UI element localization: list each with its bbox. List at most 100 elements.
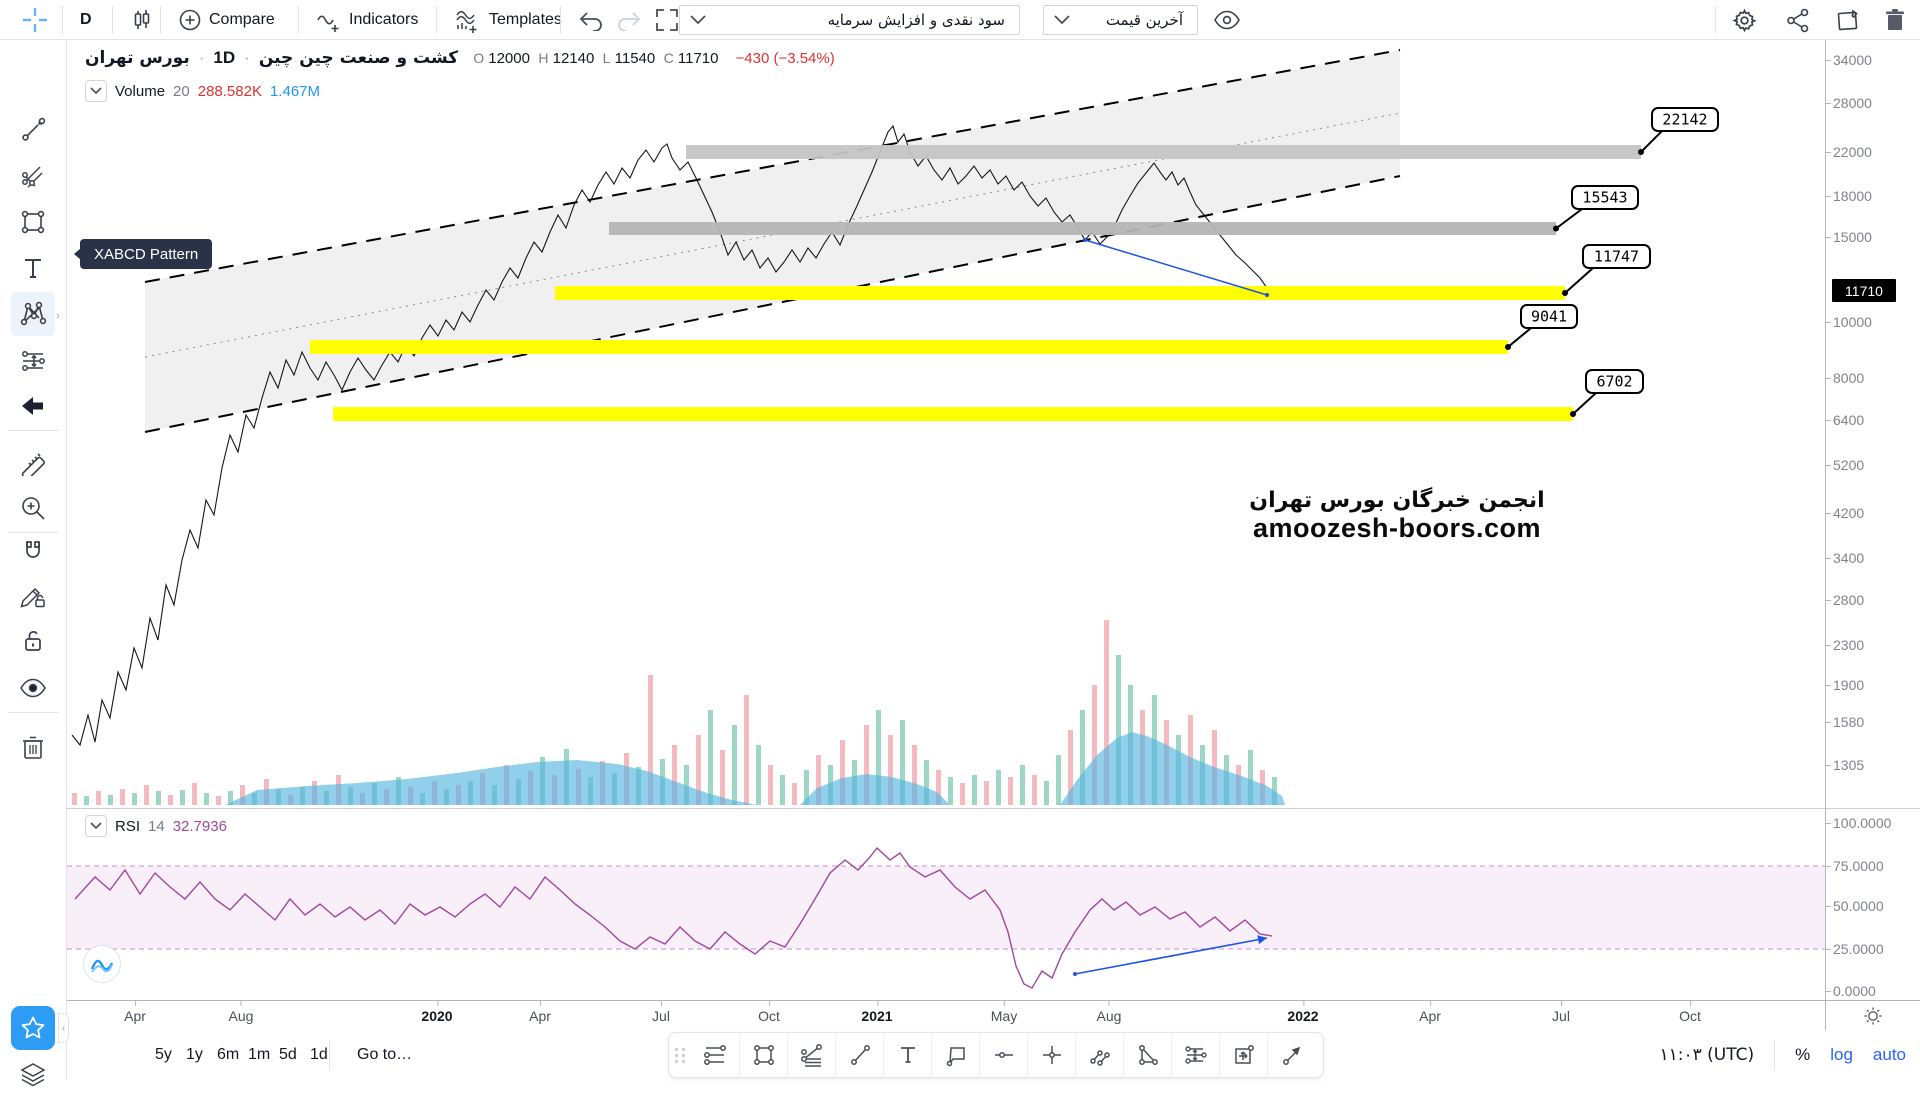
tool-lock-all[interactable] [11, 619, 55, 663]
chart-style-button[interactable] [120, 0, 164, 40]
tool-text[interactable] [883, 1032, 931, 1078]
tool-arrow-marker[interactable] [11, 384, 55, 428]
rsi-axis[interactable]: 100.0000 75.0000 50.0000 25.0000 0.0000 [1825, 808, 1920, 1000]
fullscreen-button[interactable] [644, 0, 690, 40]
volume-collapse-button[interactable] [85, 80, 107, 102]
events-dropdown[interactable]: سود نقدی و افزایش سرمایه [679, 5, 1020, 35]
tool-xabcd-pattern[interactable] [11, 292, 55, 336]
tool-measure[interactable] [11, 440, 55, 484]
range-button-6m[interactable]: 6m [217, 1046, 240, 1063]
rsi-axis-label: 0.0000 [1826, 983, 1876, 999]
tool-drawing-mode[interactable] [11, 575, 55, 619]
settings-button[interactable] [1722, 0, 1767, 40]
exchange-name[interactable]: بورس تهران [85, 48, 190, 68]
auto-scale-button[interactable]: auto [1872, 1045, 1906, 1064]
price-pane[interactable]: 22142 15543 11747 9041 6702 بورس تهران · 1D … [67, 40, 1825, 808]
tool-geometric-shapes[interactable] [11, 200, 55, 244]
interval-button[interactable]: D [80, 11, 92, 28]
log-scale-button[interactable]: log [1830, 1045, 1853, 1064]
tool-trend-line[interactable] [11, 108, 55, 152]
tool-triangle-pattern[interactable] [1123, 1032, 1171, 1078]
tool-pitchfan[interactable] [787, 1032, 835, 1078]
interval-label[interactable]: 1D [213, 48, 236, 67]
tool-callout[interactable] [931, 1032, 979, 1078]
templates-button[interactable]: Templates [444, 0, 572, 40]
time-axis-corner[interactable] [1825, 1000, 1920, 1030]
price-axis-label: 3400 [1825, 550, 1865, 566]
tool-cross-line[interactable] [1027, 1032, 1075, 1078]
rsi-arrow-drawing[interactable] [1073, 935, 1268, 976]
percent-scale-button[interactable]: % [1795, 1045, 1811, 1064]
redo-button[interactable] [606, 0, 652, 40]
favorites-button[interactable] [11, 1006, 55, 1050]
level-band-11747[interactable]: 11747 [555, 244, 1651, 300]
tool-date-price-range[interactable] [1219, 1032, 1267, 1078]
tool-horizontal-line[interactable] [979, 1032, 1027, 1078]
compare-button[interactable]: Compare [168, 0, 285, 40]
goto-button[interactable]: Go to… [357, 1046, 413, 1063]
tool-fib-retracement[interactable] [691, 1032, 739, 1078]
tool-arrow[interactable] [1267, 1032, 1315, 1078]
range-button-1y[interactable]: 1y [186, 1046, 203, 1063]
tool-hide-all[interactable] [11, 666, 55, 710]
provider-logo-button[interactable] [83, 945, 121, 983]
tool-price-projection[interactable] [1171, 1032, 1219, 1078]
tool-projection[interactable] [11, 338, 55, 382]
range-button-5y[interactable]: 5y [155, 1046, 172, 1063]
tool-trend-line[interactable] [835, 1032, 883, 1078]
candles-icon [130, 8, 154, 32]
level-band-9041[interactable]: 9041 [310, 304, 1578, 354]
object-tree-button[interactable] [11, 1053, 55, 1097]
tool-parallel-channel[interactable] [1075, 1032, 1123, 1078]
undo-button[interactable] [568, 0, 614, 40]
price-axis[interactable]: 11710 34000 28000 22000 18000 15000 10000 8000… [1825, 40, 1920, 808]
tool-tooltip: XABCD Pattern [73, 239, 213, 269]
volume-label[interactable]: Volume [115, 82, 166, 100]
rsi-label[interactable]: RSI [115, 817, 141, 835]
timezone-button[interactable]: ۱۱:۰۳ (UTC) [1659, 1045, 1755, 1065]
volume-ma-area [800, 774, 950, 805]
level-band-15543[interactable]: 15543 [609, 185, 1639, 235]
last-price-dropdown-value: آخرین قیمت [1105, 11, 1183, 29]
tool-gann-fibonacci[interactable] [11, 154, 55, 198]
toolbar-drag-handle[interactable] [669, 1032, 691, 1078]
symbol-name[interactable]: کشت و صنعت چین چین [258, 48, 459, 68]
price-axis-label: 1580 [1825, 714, 1865, 730]
price-axis-label: 4200 [1825, 505, 1865, 521]
svg-text:15543: 15543 [1582, 189, 1627, 207]
tool-text[interactable] [11, 246, 55, 290]
level-band-22142[interactable]: 22142 [686, 107, 1719, 159]
collapse-sidebar-handle[interactable]: ‹ [58, 1013, 69, 1043]
publish-idea-button[interactable] [1826, 0, 1872, 40]
tool-rectangle[interactable] [739, 1032, 787, 1078]
tool-zoom-in[interactable] [11, 486, 55, 530]
price-axis-label: 10000 [1826, 314, 1872, 330]
share-button[interactable] [1776, 0, 1820, 40]
price-chart-svg: 22142 15543 11747 9041 6702 [71, 49, 1719, 805]
tool-magnet[interactable] [11, 530, 55, 574]
time-axis-label: 2020 [421, 1001, 453, 1024]
channel-top-line[interactable] [144, 49, 1401, 283]
drawn-trend-line[interactable] [1083, 238, 1269, 297]
range-button-5d[interactable]: 5d [279, 1046, 297, 1063]
indicators-label: Indicators [349, 11, 419, 28]
channel-bottom-line[interactable] [144, 175, 1401, 433]
remove-drawings-button[interactable] [1874, 0, 1916, 40]
tool-submenu-arrow[interactable]: › [56, 310, 60, 322]
range-button-1m[interactable]: 1m [248, 1046, 271, 1063]
level-band-6702[interactable]: 6702 [333, 369, 1644, 421]
divider [1715, 6, 1716, 34]
indicators-button[interactable]: Indicators [306, 0, 428, 40]
tool-remove-objects[interactable] [11, 726, 55, 770]
visibility-button[interactable] [1204, 0, 1250, 40]
price-axis-label: 2300 [1825, 637, 1865, 653]
divider [112, 6, 113, 34]
range-button-1d[interactable]: 1d [310, 1046, 328, 1063]
rsi-pane[interactable]: RSI 14 32.7936 [67, 808, 1825, 1000]
crosshair-cursor-icon[interactable] [12, 0, 58, 40]
rsi-collapse-button[interactable] [85, 815, 107, 837]
last-price-dropdown[interactable]: آخرین قیمت [1043, 5, 1198, 35]
share-icon [1786, 8, 1810, 33]
time-axis[interactable]: Apr Aug 2020 Apr Jul Oct 2021 May Aug 2022 Apr Jul O… [67, 1000, 1825, 1030]
templates-label: Templates [489, 11, 562, 28]
